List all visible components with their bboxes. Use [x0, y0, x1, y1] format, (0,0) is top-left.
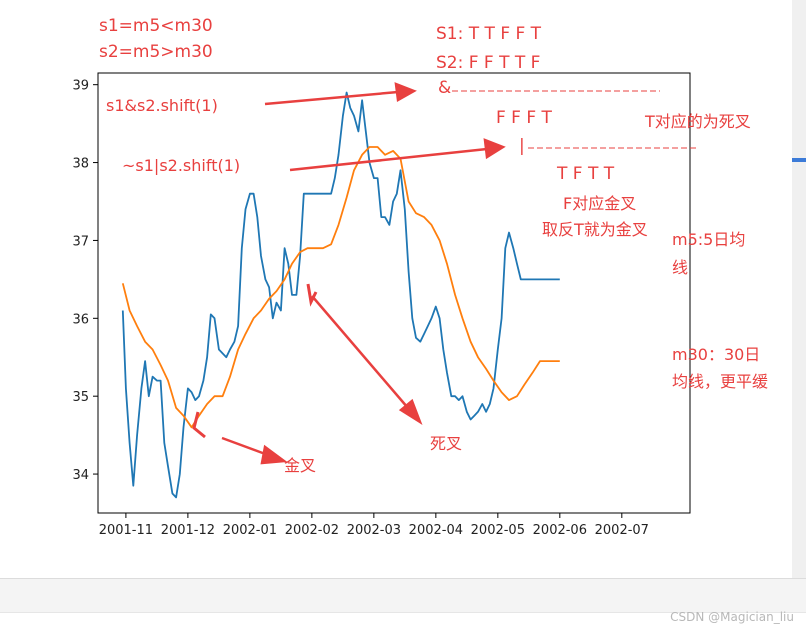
annotation-and-result: F F F T: [496, 108, 552, 128]
x-tick-label: 2002-06: [533, 523, 587, 538]
y-tick-label: 38: [72, 157, 89, 172]
chart: 2001-11 2001-12 2002-01 2002-02 2002-03 2002-…: [72, 72, 698, 538]
y-tick-label: 35: [72, 390, 89, 405]
x-tick-label: 2001-11: [99, 523, 153, 538]
scrollbar-thumb[interactable]: [792, 158, 806, 162]
annotation-m5-line2: 线: [672, 258, 689, 277]
annotation-or-result: T F T T: [557, 164, 615, 184]
annotation-s1-row: S1: T T F F T: [436, 24, 542, 44]
annotation-m30-line1: m30：30日: [672, 345, 761, 364]
y-axis: 34 35 36 37 38 39: [72, 79, 98, 483]
arrow-dead-cross-head: [398, 398, 423, 426]
y-tick-label: 36: [72, 312, 89, 327]
x-tick-label: 2002-05: [471, 523, 525, 538]
annotation-dead-cross: 死叉: [430, 434, 463, 453]
annotation-expr1: s1&s2.shift(1): [106, 96, 218, 115]
y-tick-label: 39: [72, 79, 89, 94]
arrow-dead-cross: [311, 295, 409, 409]
y-tick-label: 37: [72, 234, 89, 249]
watermark: CSDN @Magician_liu: [670, 610, 794, 624]
arrow-gold-cross: [221, 436, 269, 457]
annotation-s1-def: s1=m5<m30: [99, 16, 213, 36]
annotation-expr2: ~s1|s2.shift(1): [122, 156, 241, 175]
annotation-m5-line1: m5:5日均: [672, 230, 746, 249]
y-tick-label: 34: [72, 468, 89, 483]
dashed-guides: [452, 90, 698, 149]
annotation-gold-note2: 取反T就为金叉: [542, 220, 648, 239]
annotation-gold-note1: F对应金叉: [563, 194, 637, 213]
x-tick-label: 2002-02: [285, 523, 339, 538]
arrow-gold-cross-head: [260, 444, 288, 465]
x-tick-label: 2002-01: [223, 523, 277, 538]
red-arrows: [221, 82, 506, 465]
annotation-dead-cross-note: T对应的为死叉: [645, 112, 751, 131]
annotation-pipe: |: [519, 136, 525, 156]
annotation-m30-line2: 均线，更平缓: [672, 372, 769, 391]
series-line-1: [121, 91, 560, 499]
arrow-expr2: [289, 147, 488, 172]
annotation-s2-row: S2: F F T T F: [436, 53, 541, 73]
x-tick-label: 2001-12: [161, 523, 215, 538]
gold-cross-marker: [192, 411, 206, 439]
x-tick-label: 2002-07: [595, 523, 649, 538]
annotation-s2-def: s2=m5>m30: [99, 42, 213, 62]
annotation-amp: &: [438, 78, 452, 98]
dead-cross-marker: [306, 283, 318, 307]
vertical-scrollbar[interactable]: [792, 0, 806, 578]
annotation-gold-cross: 金叉: [284, 456, 317, 475]
footer-strip: [0, 612, 806, 633]
arrow-expr1: [264, 90, 399, 106]
x-tick-label: 2002-04: [409, 523, 463, 538]
arrow-expr1-head: [394, 82, 417, 103]
arrow-expr2-head: [483, 138, 506, 160]
x-tick-label: 2002-03: [347, 523, 401, 538]
plot-frame: [97, 72, 691, 514]
x-axis: 2001-11 2001-12 2002-01 2002-02 2002-03 2002-…: [99, 513, 649, 538]
